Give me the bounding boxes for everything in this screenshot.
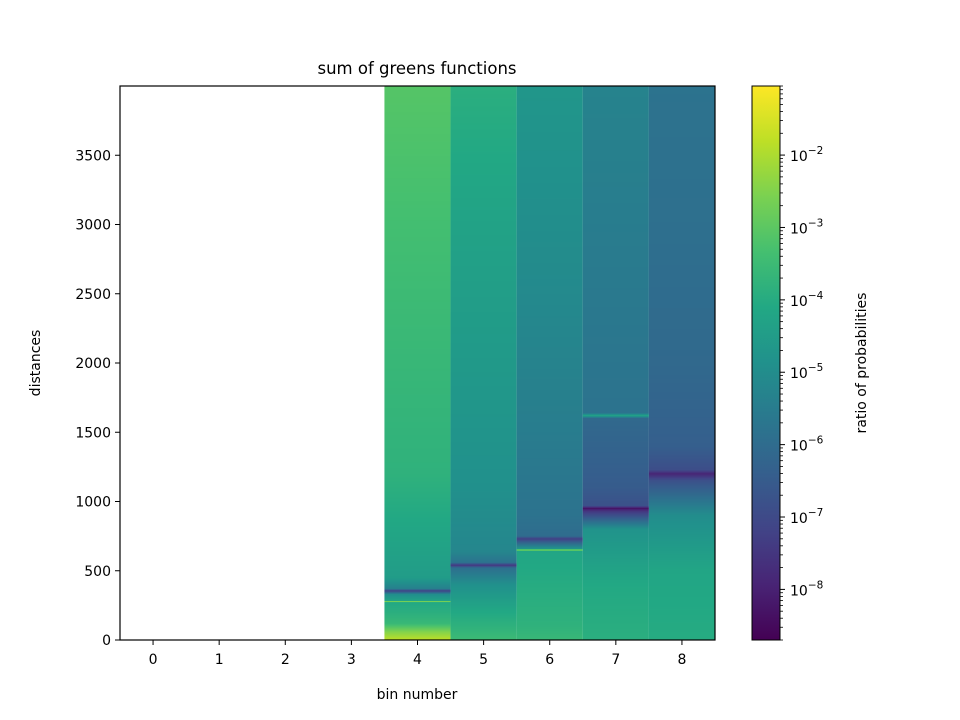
colorbar [751, 85, 781, 641]
heatmap-column-bin-7 [582, 86, 649, 641]
y-tick-label: 3500 [75, 148, 111, 164]
y-tick-label: 2000 [75, 356, 111, 372]
x-tick-label: 5 [479, 652, 488, 668]
colorbar-tick-label: 10−4 [790, 290, 824, 310]
heatmap-column-bin-4 [384, 86, 451, 641]
x-tick-label: 4 [413, 652, 422, 668]
colorbar-tick-label: 10−8 [790, 579, 823, 599]
y-tick-label: 2500 [75, 287, 111, 303]
x-tick-label: 8 [677, 652, 686, 668]
colorbar-label: ratio of probabilities [854, 293, 870, 434]
y-tick-label: 1500 [75, 425, 111, 441]
x-axis: 0 1 2 3 4 5 6 7 8 [149, 640, 686, 668]
x-tick-label: 3 [347, 652, 356, 668]
y-tick-label: 500 [84, 564, 111, 580]
y-tick-label: 0 [102, 633, 111, 649]
x-axis-label: bin number [377, 687, 458, 703]
colorbar-tick-label: 10−7 [790, 507, 823, 527]
y-axis: 0 500 1000 1500 2000 2500 3000 3500 [75, 148, 120, 649]
colorbar-ticks: 10−2 10−3 10−4 10−5 10−6 10−7 10−8 [780, 85, 824, 641]
x-tick-label: 6 [545, 652, 554, 668]
y-tick-label: 1000 [75, 495, 111, 511]
colorbar-tick-label: 10−2 [790, 145, 823, 165]
colorbar-tick-label: 10−6 [790, 435, 824, 455]
x-tick-label: 0 [149, 652, 158, 668]
heatmap-column-bin-5 [450, 86, 517, 641]
chart-title: sum of greens functions [317, 59, 516, 78]
y-axis-label: distances [28, 330, 44, 397]
x-tick-label: 7 [611, 652, 620, 668]
y-tick-label: 3000 [75, 218, 111, 234]
x-tick-label: 2 [281, 652, 290, 668]
heatmap-column-bin-6 [516, 86, 583, 641]
x-tick-label: 1 [215, 652, 224, 668]
colorbar-tick-label: 10−3 [790, 217, 823, 237]
heatmap-columns [384, 86, 715, 641]
colorbar-tick-label: 10−5 [790, 362, 823, 382]
heatmap-column-bin-8 [648, 86, 715, 641]
